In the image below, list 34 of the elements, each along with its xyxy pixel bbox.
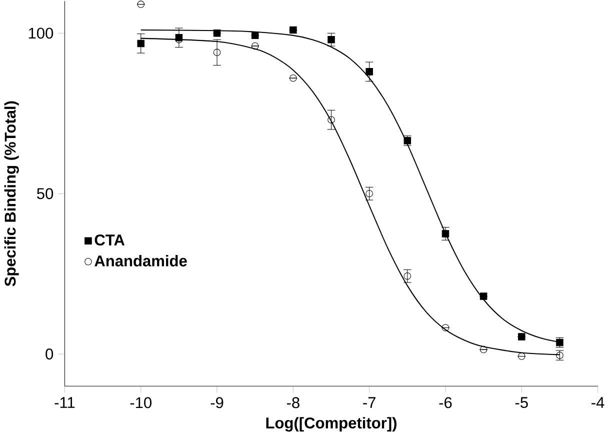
point bbox=[480, 346, 488, 354]
x-tick-label: -5 bbox=[515, 397, 528, 408]
point bbox=[480, 292, 488, 300]
point bbox=[404, 272, 412, 280]
point bbox=[328, 116, 335, 124]
point bbox=[442, 324, 450, 332]
point bbox=[518, 333, 526, 340]
y-tick-label: 100 bbox=[28, 28, 54, 39]
x-tick-label: -10 bbox=[130, 397, 152, 408]
legend-label: CTA bbox=[94, 234, 125, 246]
x-tick-label: -7 bbox=[363, 397, 376, 408]
y-axis-title: Specific Binding (%Total) bbox=[4, 101, 19, 286]
x-tick-label: -8 bbox=[286, 397, 300, 408]
point bbox=[137, 40, 144, 48]
x-tick-label: -11 bbox=[54, 397, 75, 408]
x-axis-title: Log([Competitor]) bbox=[266, 417, 396, 432]
point bbox=[442, 230, 450, 238]
x-tick-label: -4 bbox=[592, 397, 604, 408]
point bbox=[251, 42, 259, 50]
point bbox=[518, 352, 526, 360]
point bbox=[366, 68, 373, 76]
point bbox=[213, 30, 221, 37]
point bbox=[137, 0, 144, 8]
y-tick-label: 50 bbox=[37, 188, 54, 200]
point bbox=[328, 36, 335, 44]
legend-label: Anandamide bbox=[94, 255, 187, 266]
y-tick-label: 0 bbox=[46, 348, 54, 360]
point bbox=[251, 32, 259, 40]
point bbox=[290, 74, 297, 82]
x-tick-label: -9 bbox=[210, 397, 224, 408]
point bbox=[366, 190, 373, 198]
point bbox=[290, 26, 297, 34]
point bbox=[213, 48, 221, 56]
x-tick-label: -6 bbox=[439, 397, 452, 408]
